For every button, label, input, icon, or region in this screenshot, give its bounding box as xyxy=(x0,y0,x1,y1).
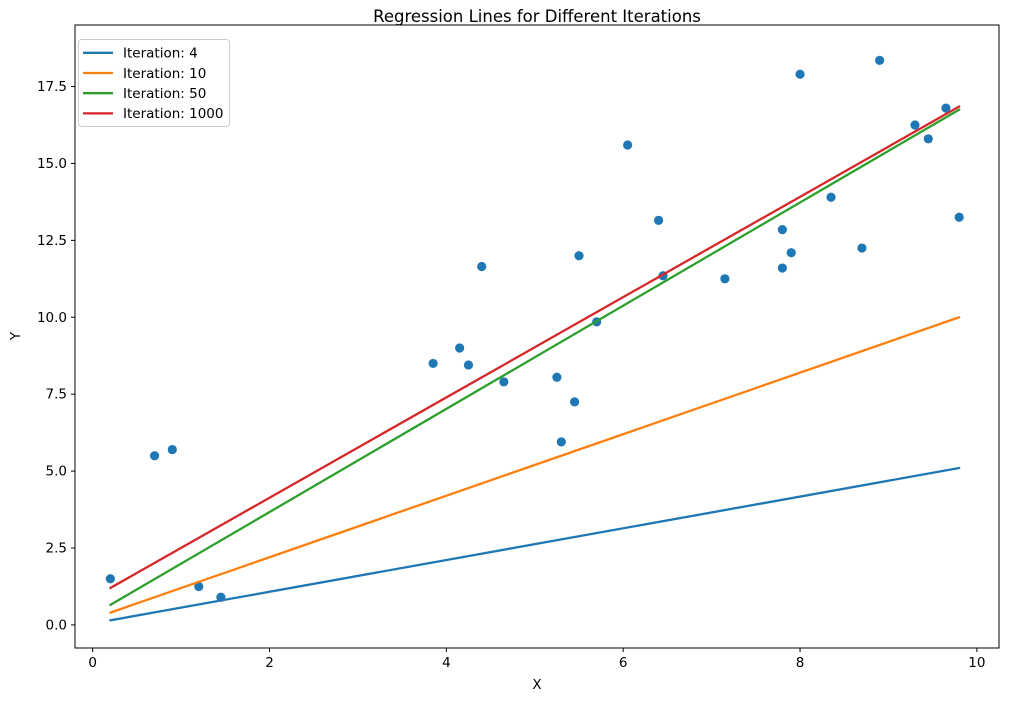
y-tick-label: 10.0 xyxy=(37,310,67,326)
regression-lines xyxy=(109,105,961,622)
y-tick-label: 17.5 xyxy=(37,79,67,95)
y-tick-label: 7.5 xyxy=(46,387,67,403)
scatter-point xyxy=(463,360,474,370)
scatter-point xyxy=(105,574,115,584)
y-tick-label: 0.0 xyxy=(46,617,67,633)
chart-title: Regression Lines for Different Iteration… xyxy=(373,7,701,26)
regression-line xyxy=(109,108,961,607)
scatter-point xyxy=(149,451,160,461)
legend-item-label: Iteration: 1000 xyxy=(123,106,223,122)
scatter-point xyxy=(777,263,787,273)
x-tick-label: 0 xyxy=(88,655,97,671)
legend-item-label: Iteration: 10 xyxy=(123,66,206,82)
x-tick-label: 8 xyxy=(796,655,805,671)
y-tick-label: 5.0 xyxy=(46,464,67,480)
regression-line xyxy=(109,316,961,614)
scatter-point xyxy=(777,224,787,235)
x-tick-label: 2 xyxy=(265,655,274,671)
y-tick-label: 15.0 xyxy=(37,156,67,172)
scatter-point xyxy=(923,134,933,144)
x-tick-label: 10 xyxy=(968,655,985,671)
x-axis-label: X xyxy=(532,677,541,693)
scatter-point xyxy=(910,120,920,130)
scatter-point xyxy=(499,377,509,387)
scatter-point xyxy=(623,140,633,150)
legend-box xyxy=(78,39,230,127)
scatter-point xyxy=(941,103,951,113)
scatter-point xyxy=(167,444,177,455)
x-tick-label: 4 xyxy=(442,655,451,671)
x-tick-label: 6 xyxy=(619,655,628,671)
scatter-point xyxy=(552,372,562,382)
legend-item-label: Iteration: 4 xyxy=(123,46,198,62)
scatter-point xyxy=(954,212,964,222)
scatter-point xyxy=(653,215,664,225)
scatter-point xyxy=(720,274,730,284)
y-axis-label: Y xyxy=(8,331,24,341)
scatter-point xyxy=(875,55,885,65)
legend-item-label: Iteration: 50 xyxy=(123,86,206,102)
scatter-point xyxy=(795,69,805,79)
y-tick-label: 12.5 xyxy=(37,233,67,249)
scatter-point xyxy=(428,358,438,369)
scatter-point xyxy=(826,192,836,202)
scatter-point xyxy=(455,343,465,353)
scatter-point xyxy=(556,437,566,447)
y-tick-label: 2.5 xyxy=(46,541,67,557)
x-axis-ticks: 0 2 4 6 8 10 xyxy=(88,648,985,671)
scatter-point xyxy=(569,397,580,407)
y-axis-ticks: 0.0 2.5 5.0 7.5 10.0 12.5 15.0 17.5 xyxy=(37,79,75,633)
regression-line xyxy=(109,105,961,590)
scatter-point xyxy=(477,261,487,272)
scatter-point xyxy=(194,581,204,592)
scatter-point xyxy=(786,248,796,258)
legend: Iteration: 4 Iteration: 10 Iteration: 50 It… xyxy=(78,39,230,127)
scatter-point xyxy=(857,243,867,253)
scatter-point xyxy=(574,251,584,261)
regression-line xyxy=(109,466,961,622)
